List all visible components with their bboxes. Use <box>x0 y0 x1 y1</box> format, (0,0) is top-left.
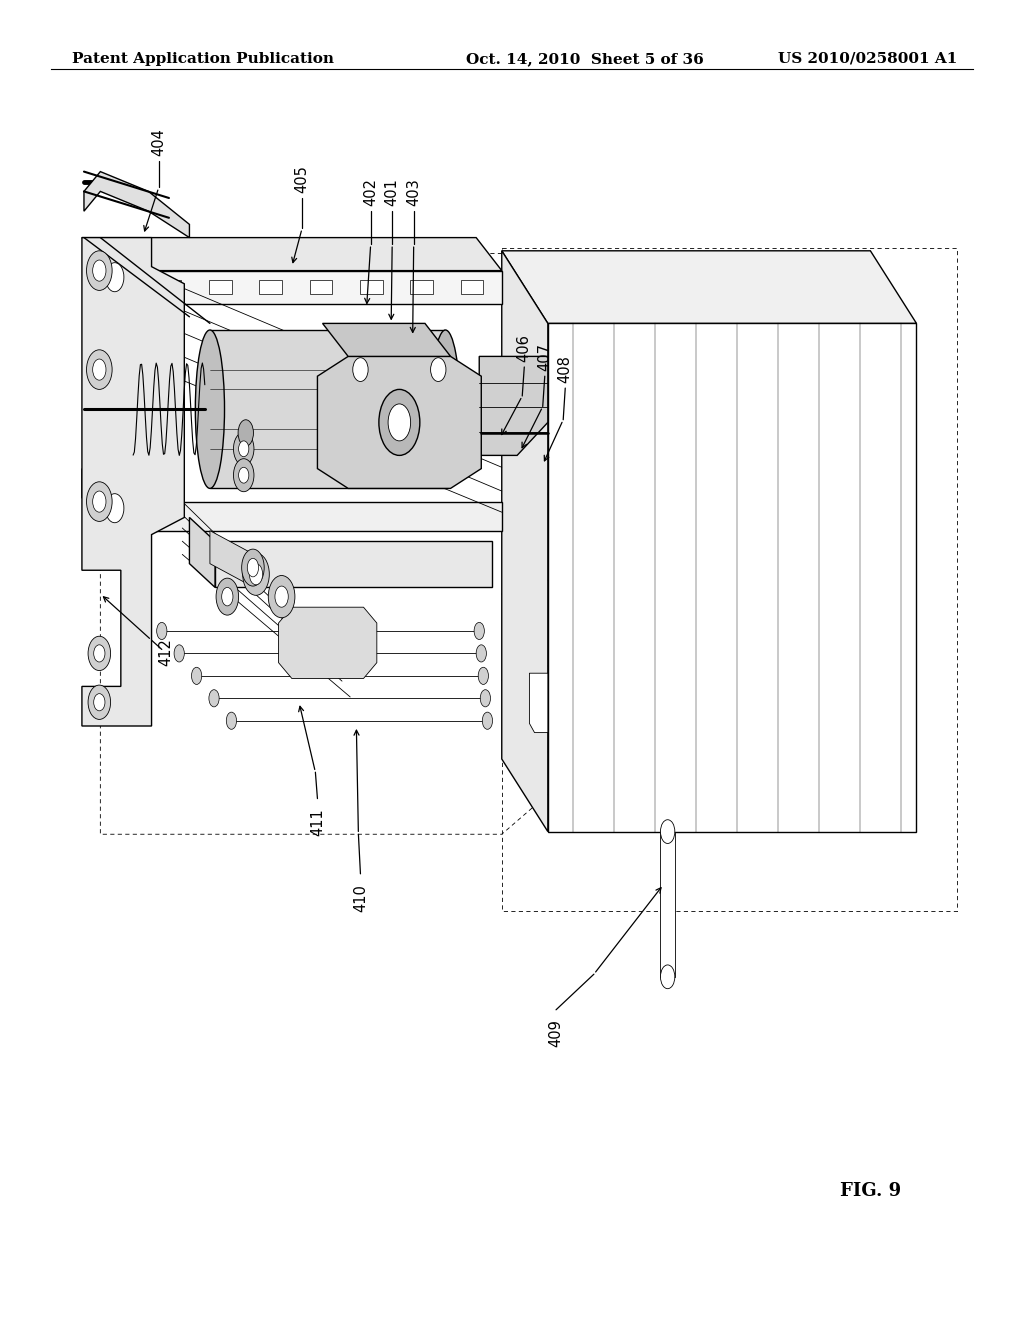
Polygon shape <box>502 251 916 323</box>
Ellipse shape <box>105 494 124 523</box>
Text: 409: 409 <box>549 1019 563 1047</box>
Text: Patent Application Publication: Patent Application Publication <box>72 51 334 66</box>
Polygon shape <box>82 238 184 726</box>
Text: 402: 402 <box>364 178 378 206</box>
Text: 407: 407 <box>538 343 552 371</box>
Text: Oct. 14, 2010  Sheet 5 of 36: Oct. 14, 2010 Sheet 5 of 36 <box>466 51 703 66</box>
Polygon shape <box>210 531 254 587</box>
Ellipse shape <box>157 622 167 639</box>
Ellipse shape <box>268 576 295 618</box>
Ellipse shape <box>243 553 269 595</box>
Polygon shape <box>209 280 231 294</box>
Polygon shape <box>461 280 483 294</box>
Ellipse shape <box>379 389 420 455</box>
Text: US 2010/0258001 A1: US 2010/0258001 A1 <box>778 51 957 66</box>
Ellipse shape <box>105 263 124 292</box>
Text: 401: 401 <box>385 178 399 206</box>
Polygon shape <box>82 469 108 531</box>
Ellipse shape <box>474 622 484 639</box>
Ellipse shape <box>92 359 106 380</box>
Ellipse shape <box>88 636 111 671</box>
Polygon shape <box>411 280 433 294</box>
Ellipse shape <box>86 482 113 521</box>
Ellipse shape <box>480 689 490 708</box>
Polygon shape <box>108 502 502 531</box>
Text: 408: 408 <box>558 355 572 383</box>
Ellipse shape <box>238 420 254 446</box>
Polygon shape <box>108 271 502 304</box>
Text: 411: 411 <box>310 808 325 836</box>
Ellipse shape <box>242 549 264 586</box>
Polygon shape <box>84 172 189 238</box>
Ellipse shape <box>660 965 675 989</box>
Text: 410: 410 <box>353 884 368 912</box>
Polygon shape <box>660 832 675 977</box>
Ellipse shape <box>388 404 411 441</box>
Ellipse shape <box>431 330 460 488</box>
Ellipse shape <box>196 330 224 488</box>
Ellipse shape <box>250 564 262 585</box>
Text: 403: 403 <box>407 178 421 206</box>
Polygon shape <box>323 323 451 356</box>
Polygon shape <box>502 251 548 832</box>
Ellipse shape <box>482 713 493 729</box>
Ellipse shape <box>239 467 249 483</box>
Polygon shape <box>82 238 502 271</box>
Ellipse shape <box>92 491 106 512</box>
Ellipse shape <box>191 668 202 685</box>
Text: 412: 412 <box>159 638 173 667</box>
Polygon shape <box>210 330 445 488</box>
Polygon shape <box>159 280 181 294</box>
Text: 405: 405 <box>295 165 309 193</box>
Ellipse shape <box>221 587 233 606</box>
Polygon shape <box>360 280 383 294</box>
Polygon shape <box>215 541 492 587</box>
Text: 404: 404 <box>152 128 166 156</box>
Ellipse shape <box>174 644 184 663</box>
Ellipse shape <box>430 358 446 381</box>
Ellipse shape <box>233 458 254 491</box>
Ellipse shape <box>226 713 237 729</box>
Ellipse shape <box>476 644 486 663</box>
Polygon shape <box>279 607 377 678</box>
Polygon shape <box>548 323 916 832</box>
Ellipse shape <box>233 433 254 465</box>
Ellipse shape <box>94 694 105 710</box>
Ellipse shape <box>352 358 369 381</box>
Ellipse shape <box>94 644 105 663</box>
Polygon shape <box>309 280 332 294</box>
Ellipse shape <box>660 820 675 843</box>
Polygon shape <box>479 356 548 455</box>
Polygon shape <box>529 673 548 733</box>
Ellipse shape <box>248 558 258 577</box>
Ellipse shape <box>88 685 111 719</box>
Text: 406: 406 <box>517 334 531 362</box>
Ellipse shape <box>239 441 249 457</box>
Polygon shape <box>259 280 282 294</box>
Text: FIG. 9: FIG. 9 <box>840 1181 901 1200</box>
Polygon shape <box>317 356 481 488</box>
Ellipse shape <box>86 350 113 389</box>
Ellipse shape <box>92 260 106 281</box>
Polygon shape <box>189 517 215 587</box>
Ellipse shape <box>209 689 219 708</box>
Ellipse shape <box>86 251 113 290</box>
Ellipse shape <box>478 668 488 685</box>
Ellipse shape <box>216 578 239 615</box>
Ellipse shape <box>274 586 289 607</box>
